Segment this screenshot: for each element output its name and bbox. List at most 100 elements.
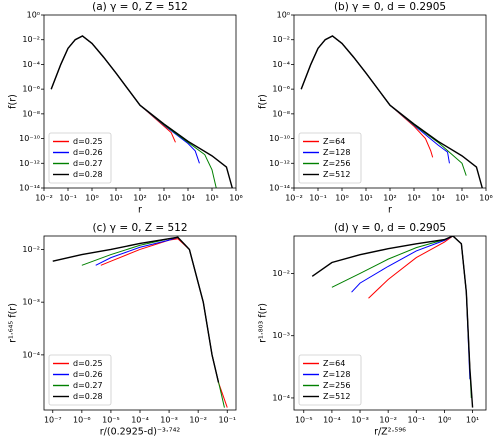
x-tick-label: 10³: [157, 194, 170, 203]
x-tick-label: 10⁻⁴: [131, 416, 149, 425]
x-tick-label: 10⁻³: [351, 416, 369, 425]
plot-frame: [293, 235, 487, 411]
x-tick-label: 10⁻¹: [309, 194, 327, 203]
legend-label: Z=64: [323, 137, 345, 146]
x-tick-label: 10¹: [109, 194, 122, 203]
series-line: [50, 35, 176, 143]
x-tick-label: 10⁻²: [379, 416, 397, 425]
legend-label: Z=256: [323, 381, 350, 390]
x-axis-label: r/(0.2925-d)⁻³·⁷⁴²: [100, 427, 181, 436]
y-tick-label: 10⁻¹⁰: [269, 134, 290, 143]
x-tick-label: 10²: [133, 194, 146, 203]
legend-label: d=0.28: [73, 392, 103, 401]
x-tick-label: 10⁻¹: [407, 416, 425, 425]
x-tick-label: 10⁰: [335, 194, 348, 203]
x-tick-label: 10⁶: [479, 194, 492, 203]
x-axis-label: r: [138, 205, 142, 216]
y-tick-label: 10⁻¹⁰: [19, 134, 40, 143]
series-line: [95, 236, 219, 383]
x-tick-label: 10⁰: [85, 194, 98, 203]
y-axis-label: r¹·⁸⁰³ f(r): [258, 303, 269, 343]
legend-box: [48, 354, 112, 406]
legend-label: Z=64: [323, 359, 345, 368]
y-tick-label: 10⁻²: [272, 35, 290, 44]
legend-label: d=0.26: [73, 148, 103, 157]
series-line: [368, 236, 471, 369]
x-tick-label: 10⁶: [229, 194, 242, 203]
panel-title: (d) γ = 0, d = 0.2905: [334, 222, 446, 234]
y-tick-label: 10⁻²: [22, 35, 40, 44]
x-tick-label: 10¹: [466, 416, 479, 425]
x-tick-label: 10⁵: [455, 194, 468, 203]
x-axis-label: r: [388, 205, 392, 216]
series-line: [100, 238, 228, 408]
panel-title: (b) γ = 0, d = 0.2905: [334, 1, 446, 13]
legend-box: [298, 132, 362, 184]
y-axis-label: f(r): [8, 94, 19, 109]
x-tick-label: 10⁻²: [35, 194, 53, 203]
x-tick-label: 10⁵: [205, 194, 218, 203]
legend-label: d=0.25: [73, 137, 103, 146]
legend-label: d=0.27: [73, 381, 103, 390]
x-tick-label: 10²: [383, 194, 396, 203]
plot-frame: [293, 14, 487, 189]
legend-label: Z=128: [323, 370, 350, 379]
panel: (d) γ = 0, d = 0.2905 10⁻⁵ 10⁻⁴ 10⁻³ 10⁻² 10⁻…: [258, 222, 487, 436]
x-tick-label: 10⁻²: [189, 416, 207, 425]
x-tick-label: 10¹: [359, 194, 372, 203]
x-axis-label: r/Z²·⁵⁹⁶: [374, 427, 406, 436]
x-tick-label: 10³: [407, 194, 420, 203]
panel: (c) γ = 0, Z = 512 10⁻⁷ 10⁻⁶ 10⁻⁵ 10⁻⁴ 10⁻³ 10…: [8, 222, 237, 436]
legend-label: Z=512: [323, 392, 350, 401]
y-tick-label: 10⁻⁸: [22, 109, 40, 118]
y-tick-label: 10⁰: [277, 11, 290, 20]
legend-label: Z=512: [323, 170, 350, 179]
legend-box: [298, 354, 362, 406]
y-tick-label: 10⁻⁴: [22, 60, 40, 69]
y-tick-label: 10⁰: [27, 11, 40, 20]
x-tick-label: 10⁻⁶: [73, 416, 91, 425]
y-tick-label: 10⁻⁸: [272, 109, 290, 118]
x-tick-label: 10⁻¹: [218, 416, 236, 425]
series-line: [351, 236, 471, 380]
y-tick-label: 10⁻⁴: [272, 393, 290, 402]
series-line: [52, 236, 220, 383]
panel-title: (a) γ = 0, Z = 512: [92, 1, 188, 13]
series-line: [311, 236, 474, 408]
x-tick-label: 10⁻⁵: [295, 416, 313, 425]
y-tick-label: 10⁻²: [22, 245, 40, 254]
panel-title: (c) γ = 0, Z = 512: [92, 222, 187, 234]
x-tick-label: 10⁰: [438, 416, 451, 425]
x-tick-label: 10⁻⁵: [102, 416, 120, 425]
y-tick-label: 10⁻¹²: [269, 159, 290, 168]
plot-frame: [43, 235, 237, 411]
y-tick-label: 10⁻¹⁴: [269, 184, 290, 193]
y-tick-label: 10⁻¹⁴: [19, 184, 40, 193]
legend-label: d=0.26: [73, 370, 103, 379]
legend-label: Z=128: [323, 148, 350, 157]
y-tick-label: 10⁻³: [272, 331, 290, 340]
y-tick-label: 10⁻⁴: [272, 60, 290, 69]
y-tick-label: 10⁻⁶: [22, 85, 40, 94]
x-tick-label: 10⁻⁷: [44, 416, 62, 425]
legend-box: [48, 132, 112, 184]
y-tick-label: 10⁻¹²: [19, 159, 40, 168]
y-tick-label: 10⁻²: [272, 269, 290, 278]
panel: (b) γ = 0, d = 0.2905 10⁻² 10⁻¹ 10⁰ 10¹ 10² 10…: [258, 1, 493, 216]
x-tick-label: 10⁻²: [285, 194, 303, 203]
x-tick-label: 10⁻³: [160, 416, 178, 425]
panel: (a) γ = 0, Z = 512 10⁻² 10⁻¹ 10⁰ 10¹ 10² 10³ 10…: [8, 1, 243, 216]
y-axis-label: r¹·⁶⁴⁵ f(r): [8, 303, 19, 343]
x-tick-label: 10⁻¹: [59, 194, 77, 203]
legend-label: Z=256: [323, 159, 350, 168]
y-tick-label: 10⁻⁴: [22, 350, 40, 359]
x-tick-label: 10⁴: [431, 194, 444, 203]
y-axis-label: f(r): [258, 94, 269, 109]
series-line: [300, 35, 483, 188]
x-tick-label: 10⁻⁴: [323, 416, 341, 425]
series-line: [50, 35, 233, 188]
legend-label: d=0.28: [73, 170, 103, 179]
legend-label: d=0.27: [73, 159, 103, 168]
plot-frame: [43, 14, 237, 189]
